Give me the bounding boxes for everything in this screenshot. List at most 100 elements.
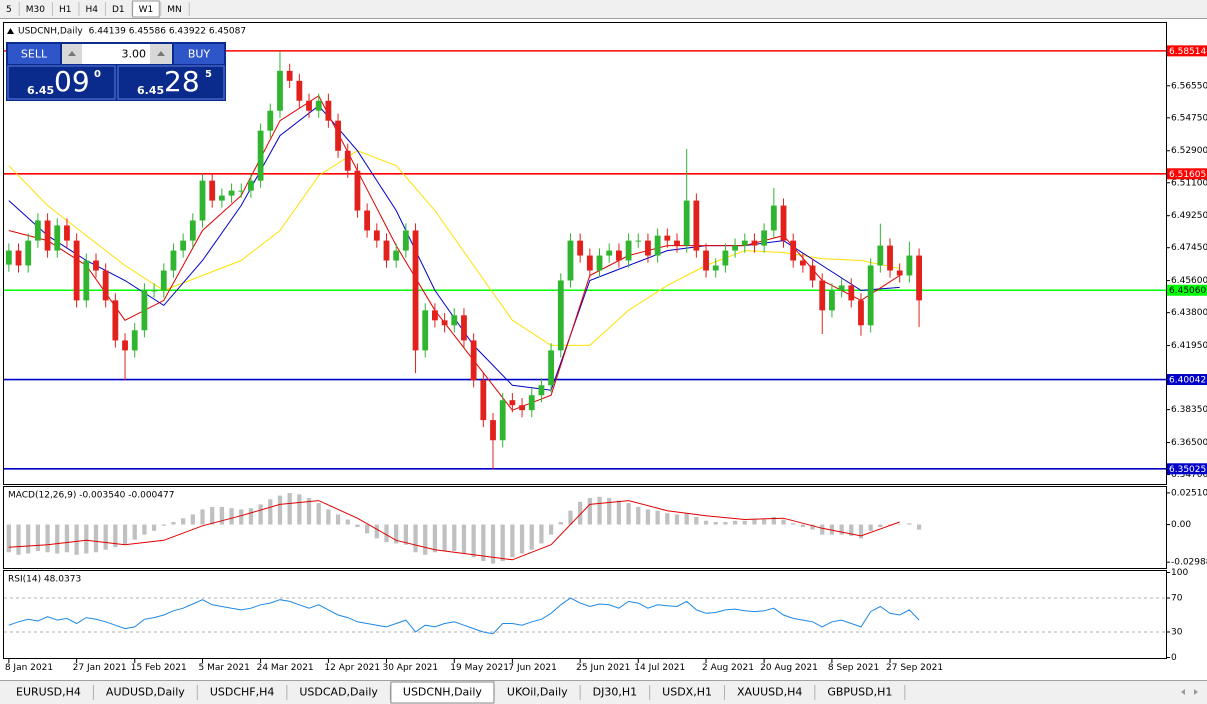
candle-body	[761, 230, 768, 246]
macd-histogram-bar	[345, 519, 350, 525]
macd-histogram-bar	[713, 522, 718, 525]
y-tick-label: 6.41950	[1171, 341, 1207, 351]
macd-histogram-bar	[636, 506, 641, 525]
candle-body	[722, 250, 729, 266]
candle-body	[286, 70, 293, 81]
candle-body	[896, 270, 903, 276]
macd-histogram-bar	[151, 524, 157, 531]
tab-scroll-arrows[interactable]	[1181, 689, 1198, 695]
macd-histogram-bar	[781, 519, 786, 525]
macd-histogram-bar	[587, 498, 592, 525]
candle-body	[712, 265, 719, 271]
macd-histogram-bar	[442, 524, 447, 551]
macd-pane	[3, 486, 1167, 569]
candle-body	[364, 210, 371, 231]
candle-body	[799, 260, 806, 266]
x-tick-label: 14 Jul 2021	[634, 663, 685, 673]
macd-histogram-bar	[607, 498, 612, 525]
plot-layer	[4, 50, 1166, 635]
candle-body	[751, 240, 758, 246]
pane-title: USDCNH,Daily	[18, 27, 83, 37]
macd-histogram-bar	[791, 523, 796, 525]
candle-body	[848, 285, 855, 301]
lot-input[interactable]	[82, 44, 150, 64]
macd-histogram-bar	[16, 524, 21, 555]
macd-histogram-bar	[258, 504, 263, 525]
candle-body	[73, 240, 80, 301]
candle-body	[296, 80, 303, 101]
candle-body	[112, 300, 119, 341]
level-tag	[1167, 374, 1207, 386]
candle-body	[790, 240, 797, 261]
macd-histogram-bar	[297, 494, 302, 525]
y-tick-label: 6.56550	[1171, 81, 1207, 91]
buy-price-box[interactable]	[117, 65, 225, 100]
candle-body	[451, 315, 458, 326]
timeframe-label: D1	[112, 5, 125, 15]
candle-body	[809, 265, 816, 281]
timeframe-button[interactable]	[132, 0, 160, 18]
candle-body	[189, 220, 196, 241]
timeframe-label: MN	[167, 5, 182, 15]
candle-body	[267, 110, 274, 131]
macd-histogram-bar	[742, 520, 747, 525]
y-tick-label: 6.52900	[1171, 146, 1207, 156]
y-tick-label: 6.34700	[1171, 470, 1207, 480]
y-tick-label: 6.51100	[1171, 178, 1207, 188]
candle-body	[664, 235, 671, 241]
macd-histogram-bar	[403, 524, 408, 545]
candle-body	[509, 400, 516, 406]
sell-price-box[interactable]	[7, 65, 116, 100]
macd-histogram-bar	[132, 524, 137, 540]
sell-price-small: 6.45	[27, 84, 54, 97]
macd-histogram-bar	[142, 524, 147, 535]
candle-body	[34, 220, 41, 241]
level-tag-label: 6.45060	[1169, 286, 1206, 296]
macd-histogram-bar	[229, 508, 234, 525]
macd-histogram-bar	[452, 524, 457, 551]
buy-button[interactable]	[174, 44, 224, 64]
macd-histogram-bar	[219, 506, 225, 525]
macd-histogram-bar	[181, 518, 186, 525]
candle-body	[732, 245, 738, 251]
candle-body	[393, 250, 400, 261]
macd-histogram-bar	[839, 524, 844, 535]
candle-body	[218, 195, 225, 201]
candle-body	[44, 220, 51, 251]
candle-body	[383, 240, 390, 261]
x-tick-label: 15 Feb 2021	[131, 663, 187, 673]
level-tag	[1167, 463, 1207, 475]
x-tick-label: 7 Jun 2021	[508, 663, 556, 673]
candle-body	[528, 395, 535, 411]
moving-average	[8, 150, 900, 346]
y-tick-label: 6.38350	[1171, 405, 1207, 415]
macd-histogram-bar	[461, 524, 467, 554]
macd-histogram-bar	[432, 524, 438, 553]
candle-body	[770, 205, 777, 231]
rsi-line	[8, 597, 920, 635]
candle-body	[5, 250, 12, 265]
macd-histogram-bar	[539, 524, 544, 544]
arrow-icon	[157, 51, 165, 56]
sell-price-big: 09	[54, 65, 90, 98]
candle-body	[354, 170, 361, 211]
macd-histogram-bar	[762, 519, 767, 525]
candle-body	[548, 350, 555, 386]
sell-button[interactable]	[8, 44, 60, 64]
level-tag-label: 6.40042	[1169, 376, 1206, 386]
candle-body	[325, 100, 332, 121]
sell-price-sup: 0	[94, 69, 101, 80]
timeframe-label: 5	[6, 5, 12, 15]
candle-body	[373, 230, 380, 241]
candle-body	[780, 205, 787, 241]
chart-tab-label: UKOil,Daily	[507, 686, 568, 699]
macd-histogram-bar	[752, 519, 757, 525]
candle-body	[625, 240, 632, 261]
macd-histogram-bar	[916, 524, 922, 530]
macd-histogram-bar	[93, 524, 99, 553]
candle-body	[54, 225, 61, 251]
macd-histogram-bar	[665, 513, 670, 525]
macd-histogram-bar	[316, 503, 321, 525]
candle-body	[654, 235, 661, 256]
